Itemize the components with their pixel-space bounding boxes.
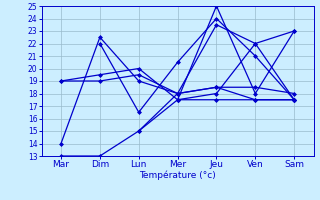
X-axis label: Température (°c): Température (°c) <box>139 171 216 180</box>
